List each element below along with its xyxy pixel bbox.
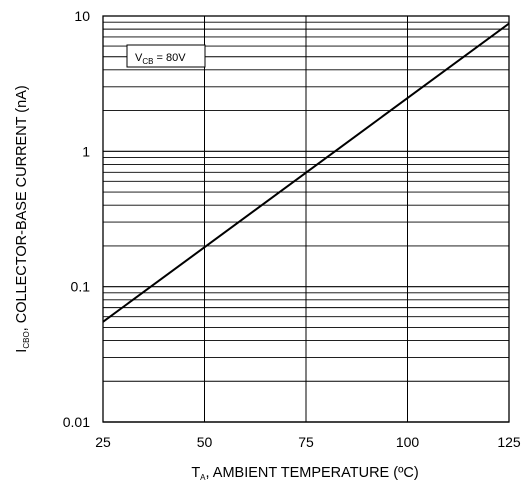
x-axis-label-rest: , AMBIENT TEMPERATURE (ºC)	[206, 465, 419, 481]
y-axis-label-main: I	[14, 349, 30, 353]
x-tick-label: 100	[396, 434, 420, 450]
series-group	[102, 22, 510, 323]
x-tick-label: 75	[298, 434, 314, 450]
x-axis-label: TA, AMBIENT TEMPERATURE (ºC)	[191, 465, 418, 481]
plot-border	[102, 15, 510, 423]
series-line	[102, 22, 510, 323]
x-tick-label: 25	[95, 434, 111, 450]
x-axis-label-sub: A	[200, 473, 206, 481]
y-tick-label: 0.1	[71, 279, 91, 295]
annotation-main: V	[135, 52, 143, 64]
y-axis-label-sub: CBO	[22, 331, 31, 348]
annotation-rest: = 80V	[153, 52, 186, 64]
annotation-box: VCB = 80V	[126, 44, 206, 68]
grid	[102, 16, 510, 423]
y-axis-label-rest: , COLLECTOR-BASE CURRENT (nA)	[14, 85, 30, 331]
annotation-text: VCB = 80V	[135, 52, 186, 66]
x-tick-label: 125	[497, 434, 521, 450]
x-tick-label: 50	[197, 434, 213, 450]
tick-labels: 25 50 75 100 125 0.01 0.1 1 10	[63, 8, 521, 450]
y-tick-label: 1	[82, 143, 90, 159]
y-axis-label: ICBO, COLLECTOR-BASE CURRENT (nA)	[14, 85, 31, 352]
annotation-sub: CB	[142, 57, 153, 66]
x-axis-label-main: T	[191, 465, 200, 481]
y-tick-label: 10	[74, 8, 90, 24]
y-tick-label: 0.01	[63, 414, 90, 430]
